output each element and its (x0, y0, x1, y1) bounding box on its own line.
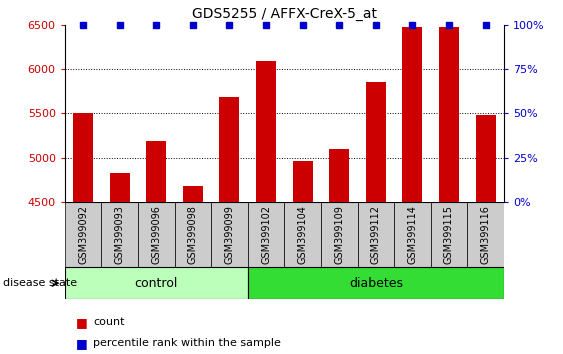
Text: count: count (93, 317, 124, 327)
Text: GSM399115: GSM399115 (444, 205, 454, 264)
Bar (439, 27, 459, 202)
Text: GSM399112: GSM399112 (371, 205, 381, 264)
Bar (366, 82, 386, 202)
Title: GDS5255 / AFFX-CreX-5_at: GDS5255 / AFFX-CreX-5_at (192, 7, 377, 21)
Bar (211, 202, 248, 267)
Bar (403, 27, 422, 202)
Bar (431, 202, 467, 267)
Bar (183, 186, 203, 202)
Bar (358, 202, 394, 267)
Bar (220, 97, 239, 202)
Text: GSM399114: GSM399114 (408, 205, 417, 264)
Bar (73, 113, 93, 202)
Text: GSM399093: GSM399093 (115, 205, 124, 264)
Text: GSM399092: GSM399092 (78, 205, 88, 264)
Bar (284, 202, 321, 267)
Text: GSM399098: GSM399098 (188, 205, 198, 264)
Bar (256, 61, 276, 202)
Text: ■: ■ (76, 337, 88, 350)
Bar (467, 202, 504, 267)
Bar (65, 267, 248, 299)
Bar (138, 202, 175, 267)
Bar (101, 202, 138, 267)
Bar (248, 267, 504, 299)
Text: GSM399102: GSM399102 (261, 205, 271, 264)
Bar (146, 141, 166, 202)
Text: disease state: disease state (3, 278, 77, 288)
Text: GSM399096: GSM399096 (151, 205, 161, 264)
Bar (175, 202, 211, 267)
Text: control: control (135, 277, 178, 290)
Text: ■: ■ (76, 316, 88, 329)
Bar (394, 202, 431, 267)
Bar (110, 173, 129, 202)
Text: GSM399099: GSM399099 (225, 205, 234, 264)
Text: GSM399109: GSM399109 (334, 205, 344, 264)
Text: percentile rank within the sample: percentile rank within the sample (93, 338, 281, 348)
Text: diabetes: diabetes (349, 277, 403, 290)
Bar (65, 202, 101, 267)
Bar (321, 202, 358, 267)
Bar (293, 161, 312, 202)
Text: GSM399116: GSM399116 (481, 205, 490, 264)
Bar (329, 149, 349, 202)
Text: GSM399104: GSM399104 (298, 205, 307, 264)
Bar (476, 115, 495, 202)
Bar (248, 202, 284, 267)
